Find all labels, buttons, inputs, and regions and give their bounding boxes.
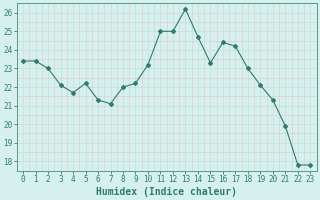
X-axis label: Humidex (Indice chaleur): Humidex (Indice chaleur) <box>96 186 237 197</box>
